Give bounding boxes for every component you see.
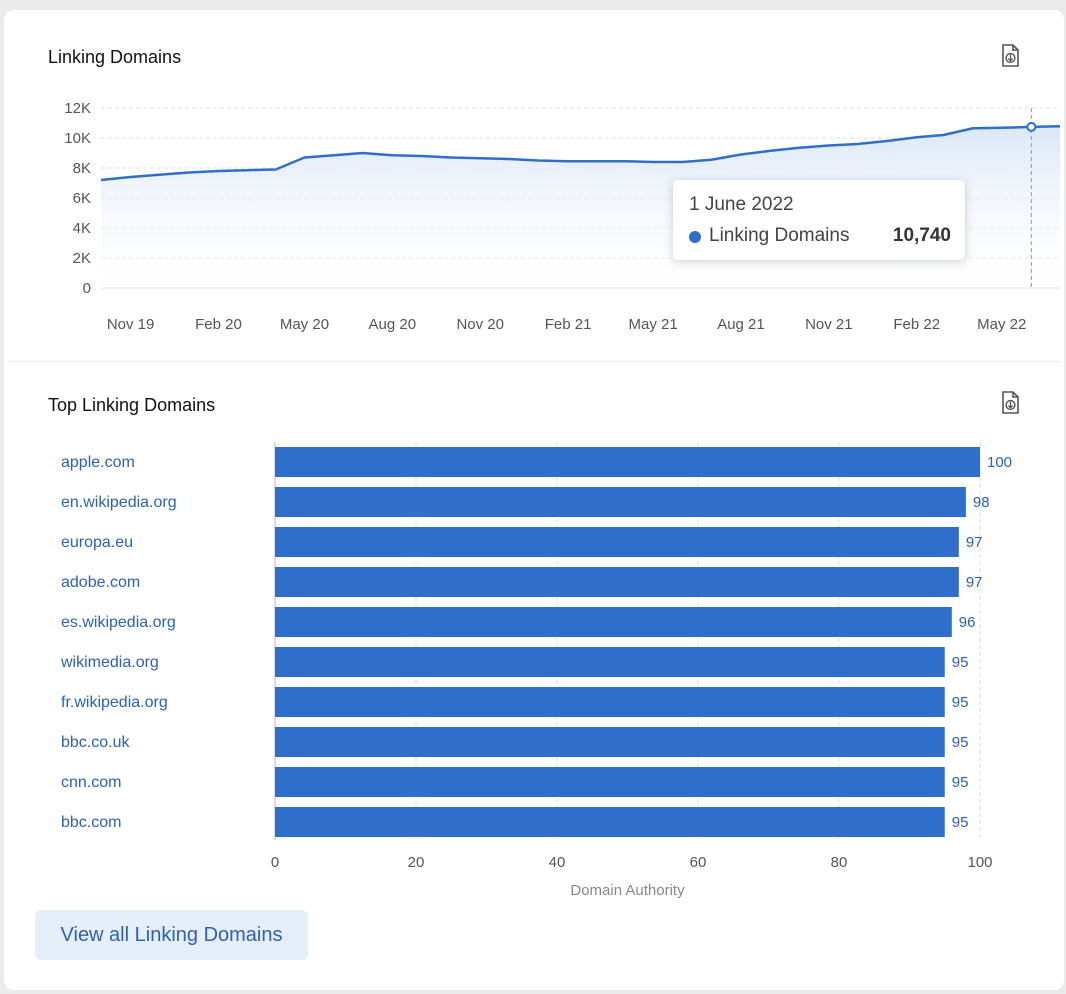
x-tick-label: Feb 22 xyxy=(893,316,940,333)
y-tick-label: 4K xyxy=(73,220,91,237)
x-tick-label: Feb 20 xyxy=(195,316,242,333)
category-label[interactable]: cnn.com xyxy=(61,774,121,791)
category-label[interactable]: fr.wikipedia.org xyxy=(61,694,168,711)
view-all-linking-domains-button[interactable]: View all Linking Domains xyxy=(35,910,308,960)
data-label: 95 xyxy=(952,694,969,711)
file-export-icon[interactable] xyxy=(999,44,1021,68)
bar xyxy=(275,527,959,557)
x-tick-label: May 20 xyxy=(280,316,329,333)
x-tick-label: 20 xyxy=(408,854,425,871)
bar xyxy=(275,647,945,677)
x-tick-label: 40 xyxy=(549,854,566,871)
x-tick-label: Feb 21 xyxy=(545,316,592,333)
y-tick-label: 12K xyxy=(64,100,91,117)
category-label[interactable]: wikimedia.org xyxy=(60,654,159,671)
x-tick-label: May 21 xyxy=(628,316,677,333)
x-tick-label: 100 xyxy=(967,854,992,871)
data-label: 95 xyxy=(952,814,969,831)
data-label: 95 xyxy=(952,774,969,791)
category-label[interactable]: es.wikipedia.org xyxy=(61,614,176,631)
data-label: 97 xyxy=(966,534,983,551)
linking-domains-card: Linking Domains 0 2K 4K 6K 8K 10K 12K Nov 19 Feb… xyxy=(4,10,1064,990)
data-label: 98 xyxy=(973,494,990,511)
data-label: 95 xyxy=(952,654,969,671)
y-tick-label: 8K xyxy=(73,160,91,177)
section-divider xyxy=(8,361,1060,362)
bar xyxy=(275,767,945,797)
bar xyxy=(275,807,945,837)
category-label[interactable]: en.wikipedia.org xyxy=(61,494,177,511)
data-label: 97 xyxy=(966,574,983,591)
file-export-icon[interactable] xyxy=(999,391,1021,415)
x-tick-label: May 22 xyxy=(977,316,1026,333)
data-label: 95 xyxy=(952,734,969,751)
category-label[interactable]: apple.com xyxy=(61,454,135,471)
x-tick-label: Aug 21 xyxy=(717,316,765,333)
data-label: 96 xyxy=(959,614,976,631)
x-tick-label: 0 xyxy=(271,854,279,871)
x-tick-label: Aug 20 xyxy=(369,316,417,333)
chart-tooltip: 1 June 2022 Linking Domains 10,740 xyxy=(673,180,965,260)
y-tick-label: 10K xyxy=(64,130,91,147)
y-tick-label: 2K xyxy=(73,250,91,267)
tooltip-value: 10,740 xyxy=(892,225,951,246)
y-tick-label: 6K xyxy=(73,190,91,207)
series-line-linking-domains xyxy=(100,125,1061,182)
bar xyxy=(275,487,966,517)
x-tick-label: 60 xyxy=(690,854,707,871)
bar xyxy=(275,567,959,597)
tooltip-date: 1 June 2022 xyxy=(689,194,794,215)
category-label[interactable]: bbc.co.uk xyxy=(61,734,130,751)
x-tick-label: Nov 21 xyxy=(805,316,853,333)
category-label[interactable]: adobe.com xyxy=(61,574,140,591)
bar xyxy=(275,447,980,477)
line-chart-title: Linking Domains xyxy=(48,47,182,67)
x-tick-label: 80 xyxy=(831,854,848,871)
y-tick-label: 0 xyxy=(83,280,91,297)
x-tick-label: Nov 19 xyxy=(107,316,155,333)
bar-chart-title: Top Linking Domains xyxy=(48,395,216,415)
bar xyxy=(275,687,945,717)
tooltip-series-dot xyxy=(689,231,701,243)
category-label[interactable]: europa.eu xyxy=(61,534,133,551)
category-label[interactable]: bbc.com xyxy=(61,814,121,831)
bar xyxy=(275,727,945,757)
x-axis-title: Domain Authority xyxy=(570,882,685,899)
data-label: 100 xyxy=(987,454,1012,471)
x-tick-label: Nov 20 xyxy=(456,316,504,333)
tooltip-series-name: Linking Domains xyxy=(709,225,850,246)
highlight-point xyxy=(1026,121,1037,132)
bar xyxy=(275,607,952,637)
